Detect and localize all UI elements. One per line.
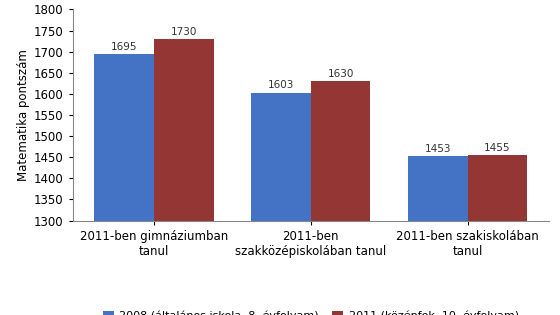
Text: 1603: 1603 xyxy=(268,81,294,90)
Bar xyxy=(251,93,311,315)
Text: 1453: 1453 xyxy=(424,144,451,154)
Text: 1695: 1695 xyxy=(111,42,137,52)
Bar xyxy=(311,81,370,315)
Text: 1730: 1730 xyxy=(171,27,197,37)
Bar xyxy=(95,54,154,315)
Bar xyxy=(468,155,527,315)
Legend: 2008 (általános iskola, 8. évfolyam), 2011 (középfok, 10. évfolyam): 2008 (általános iskola, 8. évfolyam), 20… xyxy=(98,306,524,315)
Text: 1455: 1455 xyxy=(484,143,511,153)
Bar xyxy=(154,39,213,315)
Y-axis label: Matematika pontszám: Matematika pontszám xyxy=(17,49,30,181)
Bar xyxy=(408,156,468,315)
Text: 1630: 1630 xyxy=(328,69,354,79)
